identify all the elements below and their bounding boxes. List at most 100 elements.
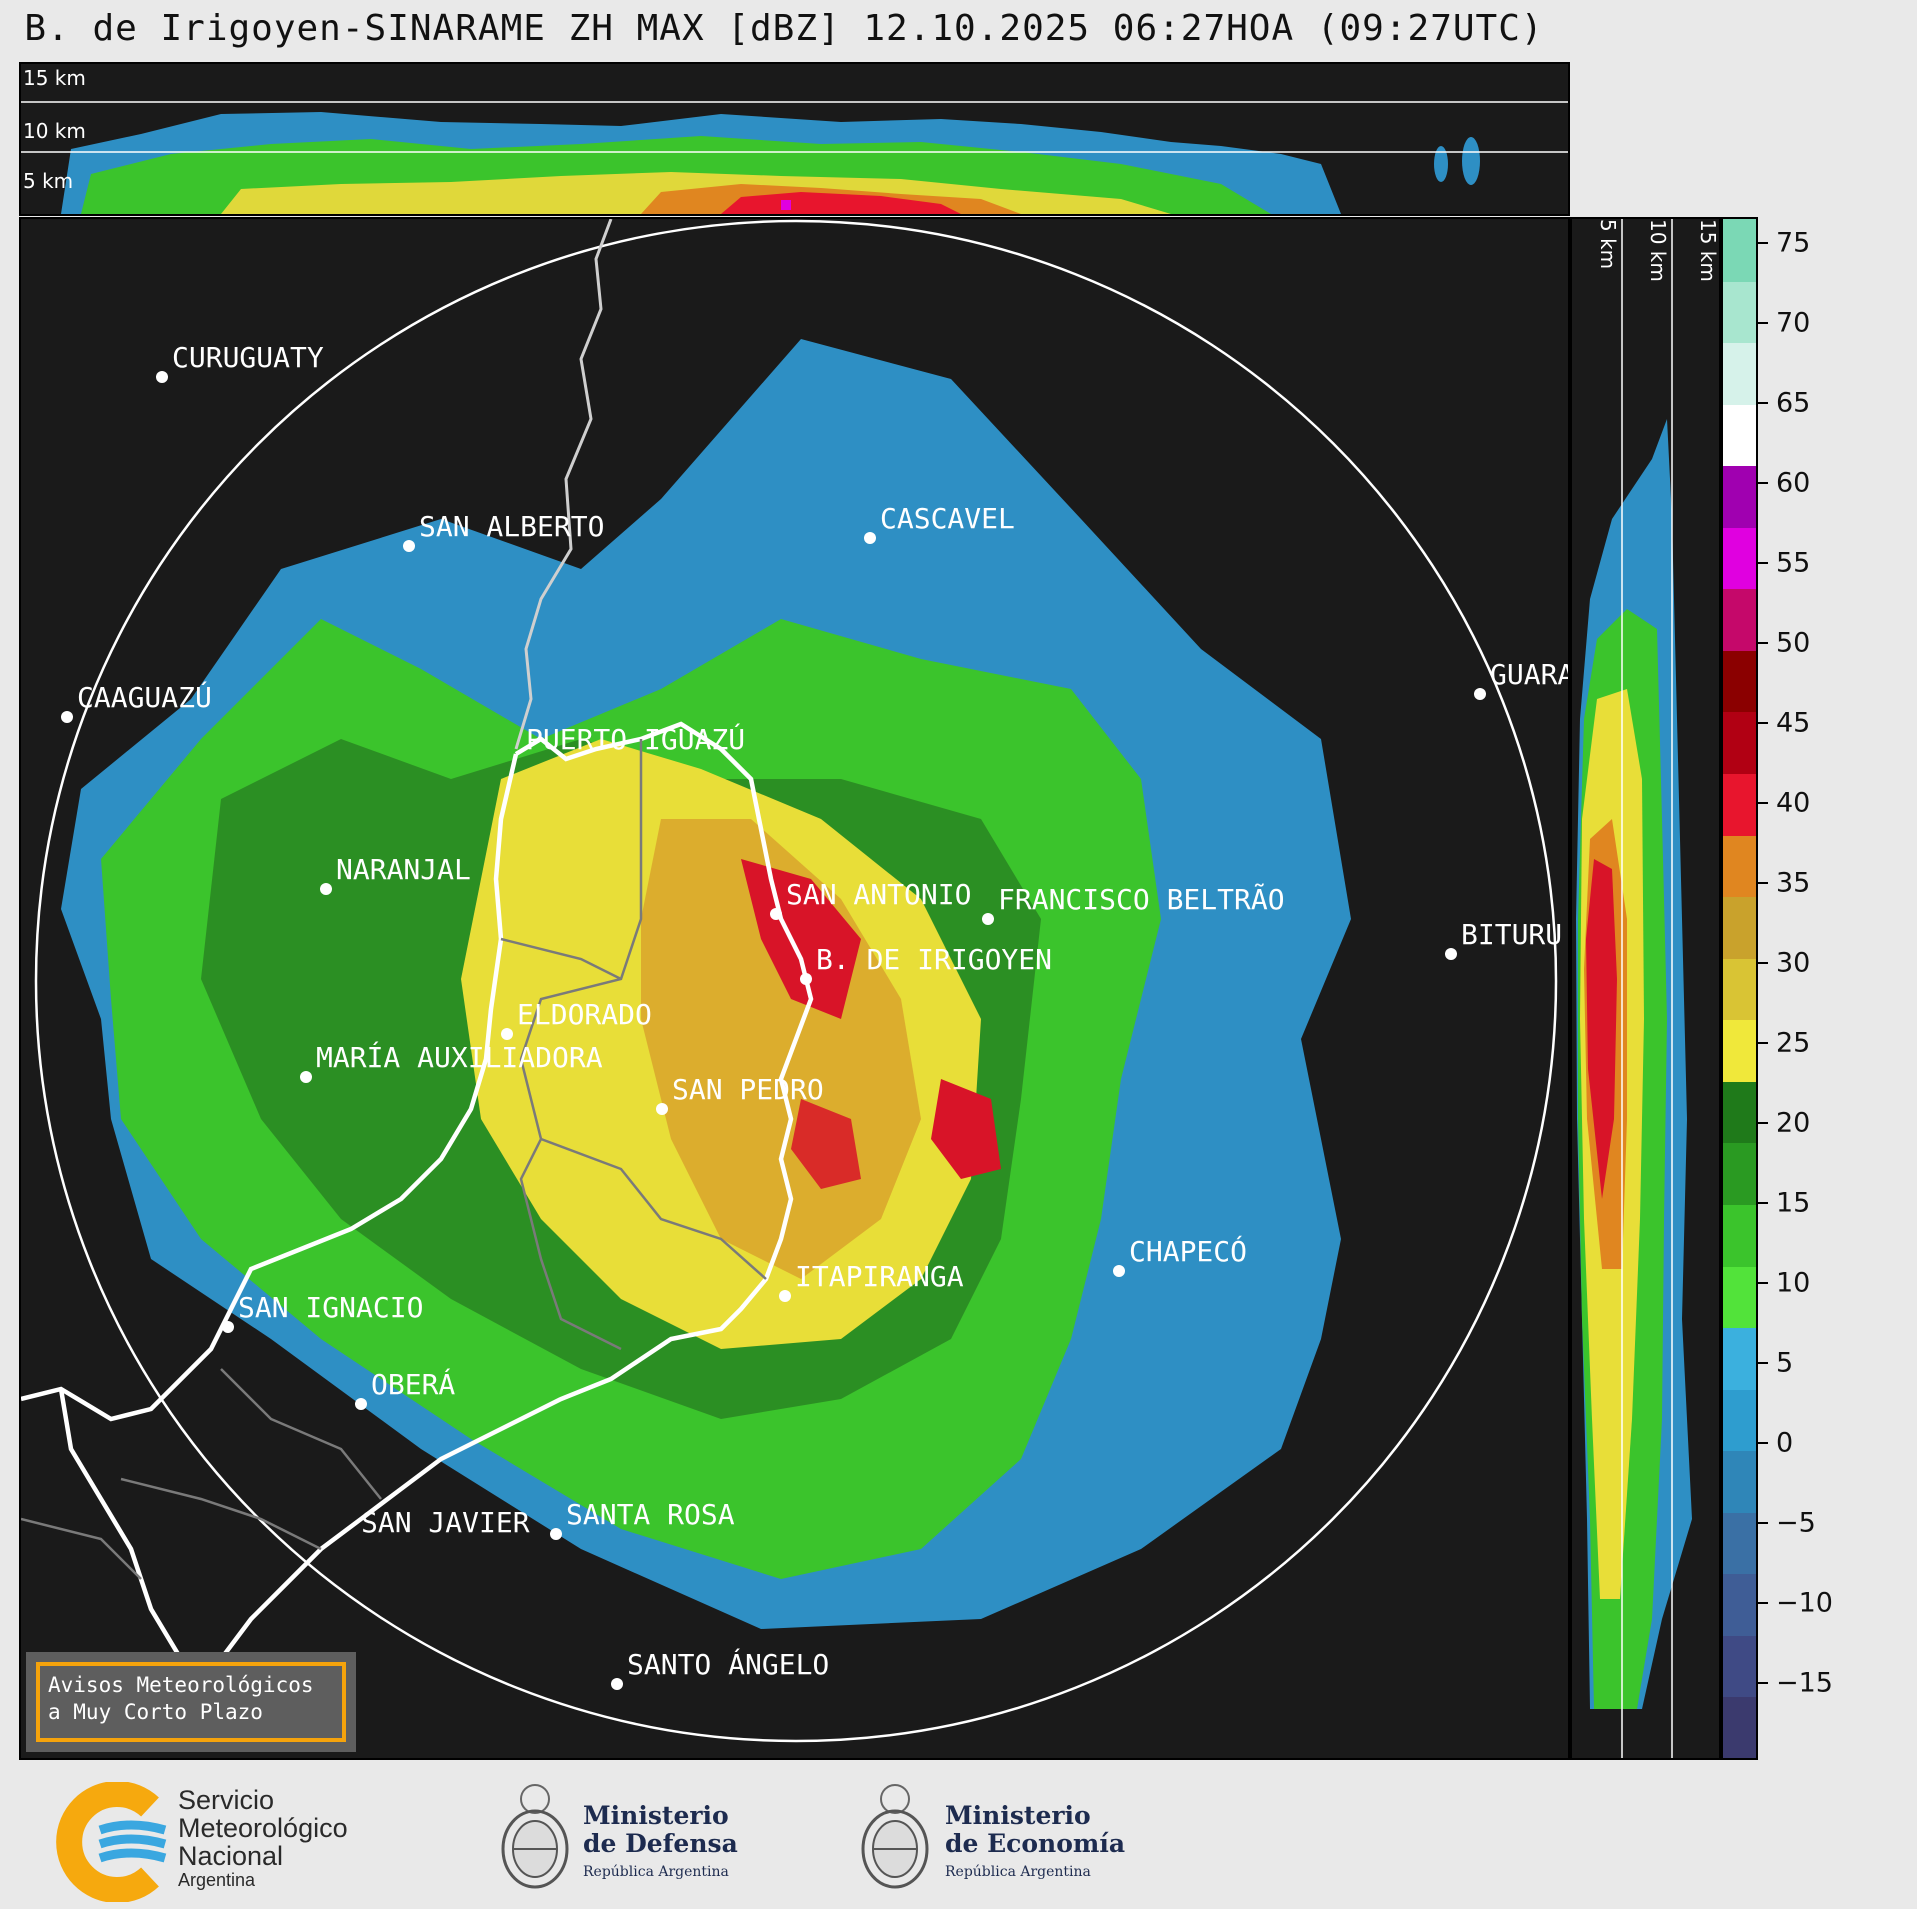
city-label-san-pedro: SAN PEDRO: [672, 1073, 824, 1106]
defensa-line1: Ministerio: [583, 1801, 729, 1830]
colorbar-segment: [1723, 342, 1756, 405]
radar-map-panel: CURUGUATY SAN ALBERTO CASCAVEL CAAGUAZÚ …: [19, 217, 1570, 1760]
colorbar-segment: [1723, 1327, 1756, 1390]
colorbar-segment: [1723, 1634, 1756, 1698]
colorbar-segment: [1723, 1573, 1756, 1636]
tick-label: 20: [1776, 1107, 1811, 1139]
radar-map: CURUGUATY SAN ALBERTO CASCAVEL CAAGUAZÚ …: [21, 219, 1570, 1743]
colorbar-segment: [1723, 588, 1756, 651]
echo-core-3: [791, 1099, 861, 1189]
echo-core-2: [931, 1079, 1001, 1179]
colorbar-segment: [1723, 1080, 1756, 1144]
footer-logos: Servicio Meteorológico Nacional Argentin…: [0, 1762, 1200, 1902]
colorbar-segment: [1723, 1019, 1756, 1082]
colorbar-segment: [1723, 280, 1756, 344]
city-label-bituru: BITURU: [1461, 918, 1562, 951]
tick-label: 50: [1776, 627, 1811, 659]
top-height-profile: 15 km 10 km 5 km: [19, 62, 1570, 216]
tick-label: 40: [1776, 787, 1811, 819]
tick-label: 70: [1776, 307, 1811, 339]
smn-logo-icon: [56, 1782, 167, 1902]
city-label-san-javier: SAN JAVIER: [361, 1506, 530, 1539]
city-label-b-de-irigoyen: B. DE IRIGOYEN: [816, 943, 1052, 976]
colorbar-segment: [1723, 649, 1756, 713]
smn-name-line2: Meteorológico: [178, 1813, 348, 1843]
tick-label: 45: [1776, 707, 1811, 739]
tick-label: 25: [1776, 1027, 1811, 1059]
height-label-5km: 5 km: [23, 169, 74, 193]
city-label-san-ignacio: SAN IGNACIO: [238, 1291, 423, 1324]
colorbar-segment: [1723, 711, 1756, 775]
coat-of-arms-icon: [501, 1784, 569, 1889]
economia-line1: Ministerio: [945, 1801, 1091, 1830]
economia-line2: de Economía: [945, 1829, 1126, 1858]
defensa-sub: República Argentina: [583, 1864, 729, 1880]
city-label-santo-angelo: SANTO ÁNGELO: [627, 1647, 829, 1681]
range-ring: [34, 219, 1558, 1743]
tick-label: 0: [1776, 1427, 1794, 1459]
tick-label: 15: [1776, 1187, 1811, 1219]
coat-of-arms-icon: [861, 1784, 929, 1889]
tick-label: 35: [1776, 867, 1811, 899]
department-boundary-1: [519, 739, 643, 1351]
side-height-label-5km: 5 km: [1596, 219, 1620, 270]
smn-name-line1: Servicio: [178, 1785, 275, 1815]
city-markers: [61, 371, 1486, 1690]
city-label-itapiranga: ITAPIRANGA: [795, 1260, 964, 1293]
city-label-obera: OBERÁ: [371, 1367, 455, 1401]
city-label-naranjal: NARANJAL: [336, 853, 471, 886]
side-height-profile: 5 km 10 km 15 km: [1570, 217, 1721, 1760]
tick-label: −10: [1776, 1587, 1833, 1619]
city-label-chapeco: CHAPECÓ: [1129, 1234, 1247, 1268]
international-border-brazil: [219, 721, 814, 1661]
colorbar-segment: [1723, 957, 1756, 1021]
echo-core-1: [741, 859, 861, 1019]
colorbar-segment: [1723, 896, 1756, 959]
city-label-santa-rosa: SANTA ROSA: [566, 1498, 735, 1531]
colorbar-segment: [1723, 1265, 1756, 1329]
tick-label: 55: [1776, 547, 1811, 579]
colorbar-ticks: 75 70 65 60 55 50 45 40 35 30 25 20 15 1…: [1758, 217, 1878, 1760]
colorbar-segment: [1723, 1203, 1756, 1267]
colorbar-segment: [1723, 403, 1756, 467]
city-label-caaguazu: CAAGUAZÚ: [77, 680, 212, 714]
city-label-francisco-beltrao: FRANCISCO BELTRÃO: [998, 883, 1285, 916]
colorbar-segment: [1723, 834, 1756, 898]
colorbar-segment: [1723, 526, 1756, 590]
reflectivity-colorbar: [1721, 217, 1758, 1760]
height-label-15km: 15 km: [23, 66, 86, 90]
city-label-cascavel: CASCAVEL: [880, 502, 1015, 535]
colorbar-segment: [1723, 1696, 1756, 1758]
tick-label: 10: [1776, 1267, 1811, 1299]
tick-label: 5: [1776, 1347, 1794, 1379]
city-label-san-alberto: SAN ALBERTO: [419, 510, 604, 543]
city-label-maria-auxiliadora: MARÍA AUXILIADORA: [316, 1040, 603, 1074]
side-height-label-10km: 10 km: [1646, 219, 1670, 282]
economia-sub: República Argentina: [945, 1864, 1091, 1880]
map-title: B. de Irigoyen-SINARAME ZH MAX [dBZ] 12.…: [24, 8, 1544, 49]
city-label-curuguaty: CURUGUATY: [172, 341, 324, 374]
tick-label: −5: [1776, 1507, 1816, 1539]
colorbar-segment: [1723, 1450, 1756, 1513]
department-boundary-3: [21, 1368, 382, 1580]
side-height-label-15km: 15 km: [1696, 219, 1720, 282]
colorbar-segment: [1723, 1511, 1756, 1575]
tick-label: 60: [1776, 467, 1811, 499]
defensa-line2: de Defensa: [583, 1829, 738, 1858]
city-label-san-antonio: SAN ANTONIO: [786, 878, 971, 911]
colorbar-segment: [1723, 465, 1756, 528]
city-label-guara: GUARA: [1490, 658, 1570, 691]
tick-label: 30: [1776, 947, 1811, 979]
tick-label: −15: [1776, 1667, 1833, 1699]
city-label-puerto-iguazu: PUERTO IGUAZÚ: [526, 722, 745, 756]
colorbar-segment: [1723, 1142, 1756, 1205]
tick-label: 65: [1776, 387, 1811, 419]
colorbar-segment: [1723, 773, 1756, 836]
border-south: [58, 1388, 213, 1691]
city-label-eldorado: ELDORADO: [517, 998, 652, 1031]
colorbar-segment: [1723, 219, 1756, 282]
international-border-paraguay: [514, 219, 613, 750]
avisos-line1: Avisos Meteorológicos: [48, 1673, 314, 1697]
avisos-box: Avisos Meteorológicos a Muy Corto Plazo: [26, 1652, 356, 1752]
department-boundary-2: [500, 937, 767, 1280]
